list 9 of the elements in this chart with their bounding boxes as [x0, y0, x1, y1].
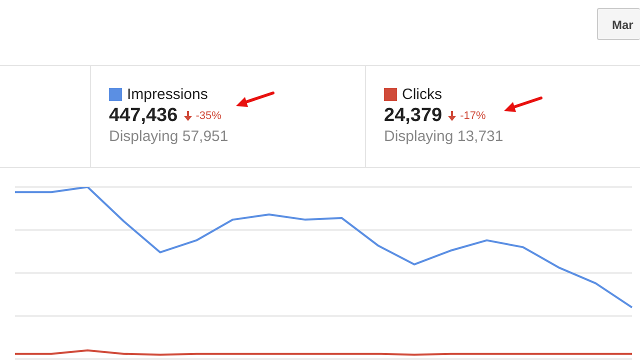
text: -35% [196, 110, 222, 122]
text: Displaying 57,951 [109, 128, 230, 145]
legend-label: Impressions [127, 86, 208, 103]
text: 447,436 [109, 105, 178, 127]
legend-label: Clicks [402, 86, 442, 103]
text: 24,379 [384, 105, 442, 127]
text: Mar [597, 8, 640, 40]
text: Displaying 13,731 [384, 128, 504, 145]
text: -17% [460, 110, 486, 122]
